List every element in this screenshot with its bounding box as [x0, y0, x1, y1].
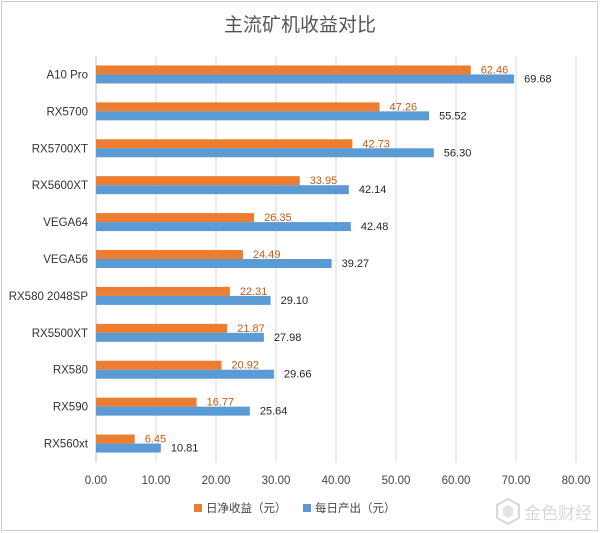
category-labels: A10 Pro RX5700 RX5700XT RX5600XT VEGA64 VEGA5…: [9, 69, 89, 450]
x-tick-label: 20.00: [202, 475, 231, 487]
x-tick-label: 80.00: [562, 475, 591, 487]
x-tick-label: 10.00: [142, 475, 171, 487]
bar-output: [96, 74, 515, 84]
data-label-output: 29.66: [284, 369, 312, 381]
legend-label-net: 日净收益（元）: [206, 501, 287, 515]
category-label: RX560xt: [44, 439, 89, 451]
data-label-output: 25.64: [260, 406, 288, 418]
data-label-net: 20.92: [232, 360, 260, 372]
data-label-output: 42.48: [361, 221, 389, 233]
data-label-net: 16.77: [207, 397, 235, 409]
x-tick-label: 40.00: [322, 475, 351, 487]
bar-output: [96, 222, 351, 232]
bar-net: [96, 323, 228, 333]
watermark-icon: [496, 497, 520, 526]
legend: 日净收益（元） 每日产出（元）: [194, 501, 396, 515]
bar-net: [96, 250, 243, 259]
data-label-output: 42.14: [359, 184, 387, 196]
bar-net: [96, 65, 471, 75]
data-label-net: 42.73: [362, 138, 390, 150]
legend-swatch-net: [194, 504, 202, 512]
x-tick-label: 0.00: [85, 475, 107, 487]
bar-output: [96, 332, 264, 342]
x-tick-label: 70.00: [502, 475, 531, 487]
data-labels: 62.46 69.68 47.26 55.52 42.73 56.30 33.95 42.14…: [145, 64, 552, 454]
bar-net: [96, 176, 300, 186]
data-label-net: 22.31: [240, 286, 268, 298]
data-label-net: 6.45: [145, 434, 166, 446]
gridlines: [95, 56, 577, 462]
bar-net: [96, 286, 230, 296]
category-label: RX590: [53, 402, 88, 414]
bar-net: [96, 434, 135, 444]
bar-output: [96, 369, 274, 379]
bars: [96, 65, 515, 453]
bar-net: [96, 397, 197, 407]
category-label: RX5600XT: [32, 180, 88, 192]
watermark-logo: 金色财经: [496, 497, 592, 526]
category-label: RX5700: [46, 106, 88, 118]
legend-label-output: 每日产出（元）: [315, 501, 396, 515]
bar-net: [96, 213, 255, 223]
data-label-net: 62.46: [481, 64, 509, 76]
bar-output: [96, 111, 430, 121]
bar-output: [96, 259, 332, 268]
data-label-net: 26.35: [264, 212, 292, 224]
bar-output: [96, 295, 271, 305]
bar-net: [96, 102, 380, 112]
data-label-net: 33.95: [310, 175, 338, 187]
category-label: RX580 2048SP: [9, 291, 89, 303]
category-label: RX580: [53, 365, 88, 377]
bar-output: [96, 148, 434, 158]
data-label-output: 39.27: [342, 258, 370, 270]
x-axis-ticks: 0.00 10.00 20.00 30.00 40.00 50.00 60.00 70.00 8…: [85, 475, 591, 487]
data-label-output: 56.30: [444, 147, 472, 159]
category-label: A10 Pro: [46, 69, 88, 81]
bar-output: [96, 406, 250, 416]
legend-swatch-output: [303, 504, 311, 512]
category-label: RX5700XT: [32, 143, 88, 155]
data-label-net: 24.49: [253, 249, 281, 261]
watermark-text: 金色财经: [524, 504, 592, 524]
data-label-output: 55.52: [439, 110, 467, 122]
x-tick-label: 30.00: [262, 475, 291, 487]
category-label: VEGA64: [43, 217, 88, 229]
bar-output: [96, 443, 161, 453]
data-label-output: 29.10: [281, 295, 309, 307]
x-tick-label: 50.00: [382, 475, 411, 487]
data-label-output: 69.68: [524, 73, 552, 85]
data-label-net: 21.87: [237, 323, 265, 335]
bar-net: [96, 360, 222, 370]
chart-title: 主流矿机收益对比: [224, 14, 376, 36]
data-label-net: 47.26: [390, 101, 418, 113]
category-label: VEGA56: [43, 254, 88, 266]
bar-net: [96, 139, 353, 149]
data-label-output: 27.98: [274, 332, 302, 344]
x-tick-label: 60.00: [442, 475, 471, 487]
data-label-output: 10.81: [171, 443, 199, 455]
category-label: RX5500XT: [32, 328, 88, 340]
bar-output: [96, 185, 349, 195]
